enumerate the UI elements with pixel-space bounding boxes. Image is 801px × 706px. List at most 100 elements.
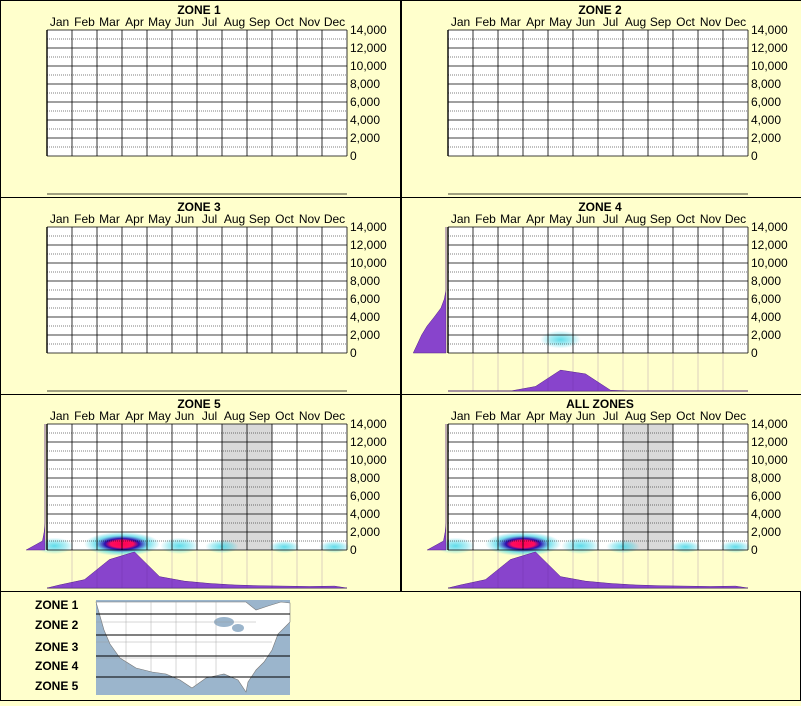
- y-tick-label: 2,000: [350, 525, 380, 539]
- month-label: Oct: [275, 15, 294, 29]
- y-tick-label: 6,000: [751, 489, 781, 503]
- month-label: Nov: [700, 409, 721, 423]
- month-label: Apr: [125, 15, 144, 29]
- y-tick-label: 8,000: [350, 77, 380, 91]
- hot-spot: [670, 541, 701, 553]
- y-tick-label: 10,000: [751, 256, 788, 270]
- month-label: Dec: [725, 15, 746, 29]
- month-label: Jul: [603, 409, 618, 423]
- y-tick-label: 0: [751, 149, 758, 163]
- elevation-profile-area: [413, 227, 446, 353]
- month-label: May: [148, 409, 171, 423]
- month-label: Jan: [50, 212, 69, 226]
- month-label: Mar: [99, 409, 120, 423]
- y-tick-label: 6,000: [350, 95, 380, 109]
- month-label: Jun: [576, 15, 595, 29]
- month-label: Sep: [650, 15, 672, 29]
- y-tick-label: 2,000: [751, 131, 781, 145]
- month-label: Sep: [249, 212, 271, 226]
- month-label: Jul: [202, 409, 217, 423]
- month-label: Jan: [451, 15, 470, 29]
- legend-zone-label: ZONE 5: [35, 679, 79, 693]
- y-tick-label: 10,000: [751, 59, 788, 73]
- y-tick-label: 14,000: [751, 417, 788, 431]
- y-tick-label: 12,000: [751, 41, 788, 55]
- elevation-profile-area: [26, 424, 45, 550]
- month-label: Nov: [700, 15, 721, 29]
- y-tick-label: 10,000: [350, 453, 387, 467]
- hot-spot: [561, 538, 599, 554]
- month-label: Jun: [175, 409, 194, 423]
- month-label: Mar: [500, 15, 521, 29]
- y-tick-label: 8,000: [751, 274, 781, 288]
- map-lake: [232, 624, 244, 632]
- hot-spot: [720, 541, 751, 553]
- y-tick-label: 6,000: [350, 292, 380, 306]
- y-tick-label: 12,000: [751, 238, 788, 252]
- month-label: Aug: [224, 212, 245, 226]
- y-tick-label: 4,000: [751, 507, 781, 521]
- month-label: Feb: [74, 15, 95, 29]
- month-label: Aug: [224, 15, 245, 29]
- month-label: Jul: [603, 15, 618, 29]
- hot-spot: [319, 541, 350, 553]
- month-label: Mar: [500, 409, 521, 423]
- y-tick-label: 6,000: [751, 292, 781, 306]
- y-tick-label: 8,000: [751, 471, 781, 485]
- month-label: Oct: [676, 212, 695, 226]
- month-label: Aug: [625, 212, 646, 226]
- month-label: Jul: [603, 212, 618, 226]
- month-label: May: [148, 212, 171, 226]
- hot-spot: [540, 331, 581, 349]
- y-tick-label: 2,000: [751, 328, 781, 342]
- elevation-profile-area: [427, 424, 446, 550]
- y-tick-label: 2,000: [751, 525, 781, 539]
- month-label: May: [148, 15, 171, 29]
- y-tick-label: 12,000: [350, 435, 387, 449]
- y-tick-label: 10,000: [751, 453, 788, 467]
- hot-spot: [269, 541, 300, 553]
- month-label: Dec: [725, 409, 746, 423]
- month-label: Feb: [475, 15, 496, 29]
- month-label: Feb: [74, 212, 95, 226]
- legend-zone-label: ZONE 4: [35, 659, 79, 673]
- month-label: Nov: [299, 212, 320, 226]
- y-tick-label: 14,000: [350, 220, 387, 234]
- month-label: Feb: [74, 409, 95, 423]
- legend-zone-label: ZONE 1: [35, 598, 79, 612]
- month-label: Oct: [676, 15, 695, 29]
- y-tick-label: 10,000: [350, 59, 387, 73]
- y-tick-label: 8,000: [751, 77, 781, 91]
- month-label: Jan: [50, 409, 69, 423]
- month-label: Nov: [299, 409, 320, 423]
- month-label: Sep: [650, 409, 672, 423]
- month-label: May: [549, 409, 572, 423]
- y-tick-label: 14,000: [350, 23, 387, 37]
- legend-zone-label: ZONE 3: [35, 640, 79, 654]
- y-tick-label: 12,000: [350, 41, 387, 55]
- y-tick-label: 14,000: [751, 23, 788, 37]
- y-tick-label: 4,000: [751, 113, 781, 127]
- month-label: Dec: [324, 212, 345, 226]
- month-label: Feb: [475, 212, 496, 226]
- y-tick-label: 8,000: [350, 471, 380, 485]
- y-tick-label: 2,000: [350, 328, 380, 342]
- month-label: Aug: [625, 15, 646, 29]
- y-tick-label: 12,000: [751, 435, 788, 449]
- month-label: Apr: [125, 212, 144, 226]
- month-label: Jun: [175, 15, 194, 29]
- month-label: Dec: [725, 212, 746, 226]
- y-tick-label: 0: [751, 346, 758, 360]
- month-label: Aug: [625, 409, 646, 423]
- y-tick-label: 6,000: [751, 95, 781, 109]
- y-tick-label: 10,000: [350, 256, 387, 270]
- y-tick-label: 2,000: [350, 131, 380, 145]
- month-label: Oct: [275, 409, 294, 423]
- us-map-thumbnail: [96, 600, 290, 695]
- y-tick-label: 6,000: [350, 489, 380, 503]
